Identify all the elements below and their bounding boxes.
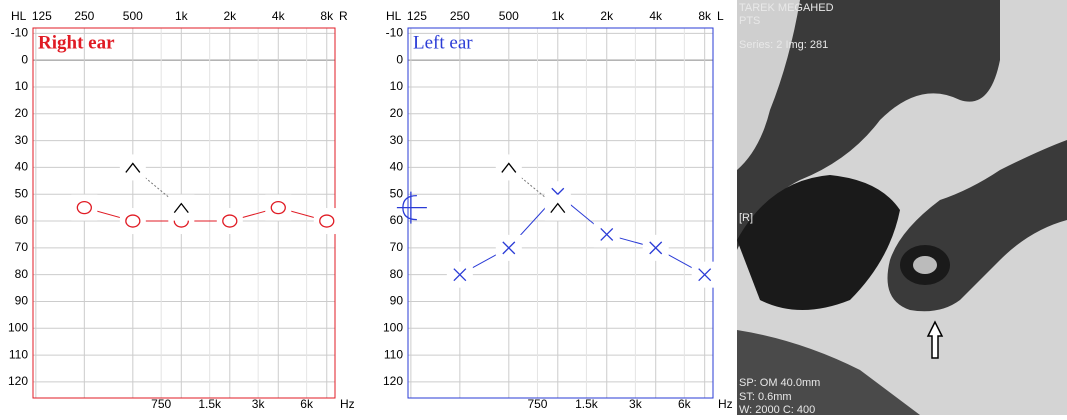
chart-title: Right ear (38, 32, 115, 53)
y-tick-label: 10 (390, 79, 404, 93)
audiogram: -10 0 10 20 30 40 50 60 70 80 90 100 110 120 125 250 500… (8, 9, 355, 411)
x-tick-label: 1k (551, 9, 565, 23)
y-tick-label: 10 (15, 79, 29, 93)
y-tick-label: 30 (15, 133, 29, 147)
x-tick-label: 3k (252, 397, 266, 411)
y-tick-label: 60 (390, 213, 404, 227)
x-tick-label: 1.5k (198, 397, 222, 411)
x-axis-label: Hz (718, 397, 733, 411)
x-tick-label: 2k (600, 9, 614, 23)
x-tick-label: 3k (629, 397, 643, 411)
y-tick-label: 50 (15, 186, 29, 200)
y-tick-label: 110 (9, 347, 28, 361)
y-tick-label: 80 (15, 267, 29, 281)
x-tick-label: 250 (450, 9, 470, 23)
x-tick-label: 125 (407, 9, 427, 23)
y-tick-label: 80 (390, 267, 404, 281)
ct-image: TAREK MEGAHED PTS Series: 2 Img: 281 [R]… (737, 0, 1067, 415)
x-tick-label: 6k (678, 397, 692, 411)
axis-unit: HL (386, 9, 402, 23)
marker-bg (545, 195, 571, 221)
y-tick-label: 0 (396, 52, 403, 66)
y-tick-label: -10 (11, 26, 29, 40)
y-tick-label: 120 (383, 374, 403, 388)
marker-bg (168, 195, 194, 221)
x-tick-label: 500 (499, 9, 519, 23)
y-tick-label: 20 (15, 106, 29, 120)
y-tick-label: 100 (383, 320, 403, 334)
y-tick-label: 110 (384, 347, 403, 361)
ct-text: ST: 0.6mm (739, 391, 792, 403)
x-tick-label: 500 (123, 9, 143, 23)
ct-text: PTS (739, 15, 760, 27)
marker-bg (71, 195, 97, 221)
y-tick-label: 50 (390, 186, 404, 200)
marker-bg (314, 208, 340, 234)
x-tick-label: 6k (300, 397, 314, 411)
ct-text: [R] (739, 212, 753, 224)
y-tick-label: 90 (390, 294, 404, 308)
x-tick-label: 4k (649, 9, 663, 23)
x-tick-label: 125 (32, 9, 52, 23)
marker-bg (265, 195, 291, 221)
y-tick-label: 20 (390, 106, 404, 120)
x-tick-label: 1k (175, 9, 189, 23)
ear-mark: R (339, 9, 348, 23)
ear-mark: L (717, 9, 724, 23)
y-tick-label: 60 (15, 213, 29, 227)
marker-bg (120, 208, 146, 234)
ct-text: SP: OM 40.0mm (739, 377, 820, 389)
cochlea-inner (913, 256, 937, 274)
y-tick-label: 120 (8, 374, 28, 388)
ct-text: W: 2000 C: 400 (739, 404, 815, 415)
figure: TAREK MEGAHED PTS Series: 2 Img: 281 [R]… (0, 0, 1067, 415)
axis-unit: HL (11, 9, 27, 23)
x-axis-label: Hz (340, 397, 355, 411)
y-tick-label: 40 (390, 160, 404, 174)
x-tick-label: 250 (74, 9, 94, 23)
x-tick-label: 750 (527, 397, 547, 411)
page: {"chart_data": [ {"type": "audiogram", "… (0, 0, 1067, 420)
x-tick-label: 8k (320, 9, 334, 23)
y-tick-label: -10 (386, 26, 404, 40)
y-tick-label: 70 (390, 240, 404, 254)
y-tick-label: 30 (390, 133, 404, 147)
y-tick-label: 90 (15, 294, 29, 308)
x-tick-label: 2k (223, 9, 237, 23)
marker-bg (120, 154, 146, 180)
ct-text: Series: 2 Img: 281 (739, 39, 828, 51)
ct-text: TAREK MEGAHED (739, 2, 834, 14)
x-tick-label: 8k (698, 9, 712, 23)
marker-bg (496, 154, 522, 180)
audiogram: -10 0 10 20 30 40 50 60 70 80 90 100 110 120 125 250 500… (383, 9, 733, 411)
marker-bg (217, 208, 243, 234)
y-tick-label: 100 (8, 320, 28, 334)
chart-title: Left ear (413, 32, 473, 53)
x-tick-label: 750 (151, 397, 171, 411)
y-tick-label: 0 (21, 52, 28, 66)
y-tick-label: 70 (15, 240, 29, 254)
x-tick-label: 1.5k (575, 397, 599, 411)
y-tick-label: 40 (15, 160, 29, 174)
x-tick-label: 4k (272, 9, 286, 23)
